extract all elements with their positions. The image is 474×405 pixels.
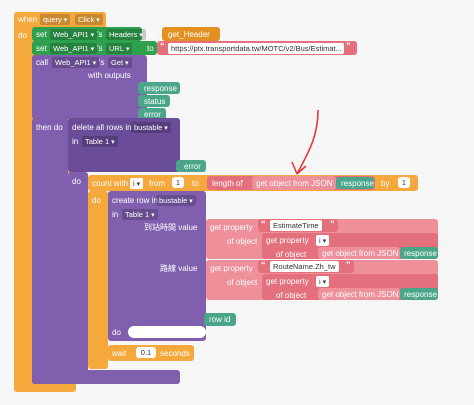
count-from-number-input[interactable]: 1	[172, 177, 184, 188]
event-component-dropdown[interactable]: query	[40, 14, 71, 25]
error-label: error	[184, 162, 201, 171]
call-dot: 's	[99, 58, 105, 67]
error-block[interactable]	[176, 160, 206, 172]
route-name-open-quote-icon: “	[261, 260, 266, 270]
count-with-var-dropdown[interactable]: i	[130, 178, 144, 189]
output-response-block[interactable]	[138, 82, 180, 94]
set-url-dot: 's	[97, 44, 103, 53]
field-2-response-label: response	[404, 290, 437, 299]
count-do-label: do	[92, 196, 101, 205]
field-2-get-json-label: get object from JSON	[322, 290, 399, 299]
count-response-label: response	[341, 179, 374, 188]
inner-get-property-1-var-dropdown[interactable]: i	[316, 235, 330, 246]
create-row-label: create row in	[112, 196, 158, 205]
route-name-text-value[interactable]: RouteName.Zh_tw	[270, 261, 339, 272]
inner-get-property-1-label: get property	[266, 236, 309, 245]
estimate-time-text-value[interactable]: EstimateTime	[270, 220, 322, 231]
call-component-dropdown[interactable]: Web_API1	[52, 57, 100, 68]
url-close-quote-icon: ”	[346, 41, 351, 51]
set-headers-component-dropdown[interactable]: Web_API1	[50, 29, 98, 40]
then-do-footer	[32, 370, 180, 384]
call-label: call	[36, 58, 49, 67]
set-headers-dot: 's	[97, 30, 103, 39]
count-get-json-label: get object from JSON	[256, 179, 333, 188]
field-1-get-json-label: get object from JSON	[322, 249, 399, 258]
call-method-dropdown[interactable]: Get	[108, 57, 132, 68]
get-header-block[interactable]	[162, 27, 220, 41]
event-when-label: when	[18, 15, 38, 24]
get-property-1-label: get property	[210, 223, 253, 232]
inner-get-property-2-var-dropdown[interactable]: i	[316, 276, 330, 287]
inner-do-block[interactable]	[68, 172, 88, 372]
count-with-from-label: from	[149, 179, 165, 188]
set-headers-set-label: set	[36, 30, 47, 39]
get-header-label: get_Header	[168, 30, 210, 39]
set-url-set-label: set	[36, 44, 47, 53]
set-headers-to-label: to	[149, 30, 156, 39]
set-url-to-label: to	[147, 44, 154, 53]
output-error-label: error	[144, 110, 161, 119]
inner-of-object-1-label: of object	[276, 250, 307, 259]
get-property-2-label: get property	[210, 264, 253, 273]
route-name-close-quote-icon: ”	[346, 260, 351, 270]
wait-label: wait	[112, 349, 127, 358]
count-response-block[interactable]	[336, 177, 374, 189]
create-row-do-label: do	[112, 328, 121, 337]
delete-rows-in-label: in	[72, 137, 79, 146]
count-with-to-label: to	[192, 179, 199, 188]
inner-do-label: do	[72, 177, 81, 186]
output-error-block[interactable]	[138, 108, 166, 120]
field-2-get-json-block[interactable]	[318, 288, 400, 300]
field-2-response-block[interactable]	[400, 288, 438, 300]
url-text-value[interactable]: https://ptx.transportdata.tw/MOTC/v2/Bus…	[168, 43, 344, 54]
count-by-number-input[interactable]: 1	[398, 177, 410, 188]
length-of-label: length of	[212, 179, 243, 188]
output-status-label: status	[144, 97, 166, 106]
inner-of-object-2-label: of object	[276, 291, 307, 300]
wait-seconds-input[interactable]: 0.1	[136, 347, 156, 358]
event-block-footer	[14, 382, 76, 392]
url-open-quote-icon: “	[160, 41, 165, 51]
then-do-block[interactable]	[32, 118, 68, 384]
create-row-component-dropdown[interactable]: bustable	[156, 195, 196, 206]
field-1-response-block[interactable]	[400, 247, 438, 259]
count-get-json-block[interactable]	[252, 176, 336, 190]
delete-rows-component-dropdown[interactable]: bustable	[131, 122, 171, 133]
row-id-label: row id	[209, 315, 231, 324]
set-headers-property-dropdown[interactable]: Headers	[106, 29, 146, 40]
event-do-label: do	[18, 31, 27, 40]
field-1-label: 到站時間 value	[144, 223, 198, 232]
field-1-response-label: response	[404, 249, 437, 258]
delete-rows-table-dropdown[interactable]: Table 1	[82, 136, 118, 147]
count-with-label: count with	[92, 179, 129, 188]
set-url-component-dropdown[interactable]: Web_API1	[50, 43, 98, 54]
set-url-property-dropdown[interactable]: URL	[106, 43, 133, 54]
create-row-table-dropdown[interactable]: Table 1	[122, 209, 158, 220]
output-status-block[interactable]	[138, 95, 170, 107]
count-by-label: by	[381, 179, 390, 188]
call-with-outputs-label: with outputs	[88, 71, 131, 80]
count-do-block[interactable]	[88, 191, 108, 369]
wait-unit-label: seconds	[160, 349, 190, 358]
delete-rows-label: delete all rows in	[72, 123, 132, 132]
create-row-do-slot[interactable]	[128, 326, 206, 338]
estimate-time-close-quote-icon: ”	[330, 219, 335, 229]
estimate-time-open-quote-icon: “	[261, 219, 266, 229]
then-do-label: then do	[36, 123, 63, 132]
field-2-label: 路線 value	[160, 264, 198, 273]
field-1-get-json-block[interactable]	[318, 247, 400, 259]
of-object-1-label: of object	[227, 237, 258, 246]
create-row-in-label: in	[112, 210, 119, 219]
inner-get-property-2-label: get property	[266, 277, 309, 286]
of-object-2-label: of object	[227, 278, 258, 287]
row-id-block[interactable]	[204, 313, 236, 326]
output-response-label: response	[144, 84, 177, 93]
event-name-dropdown[interactable]: Click	[75, 14, 103, 25]
